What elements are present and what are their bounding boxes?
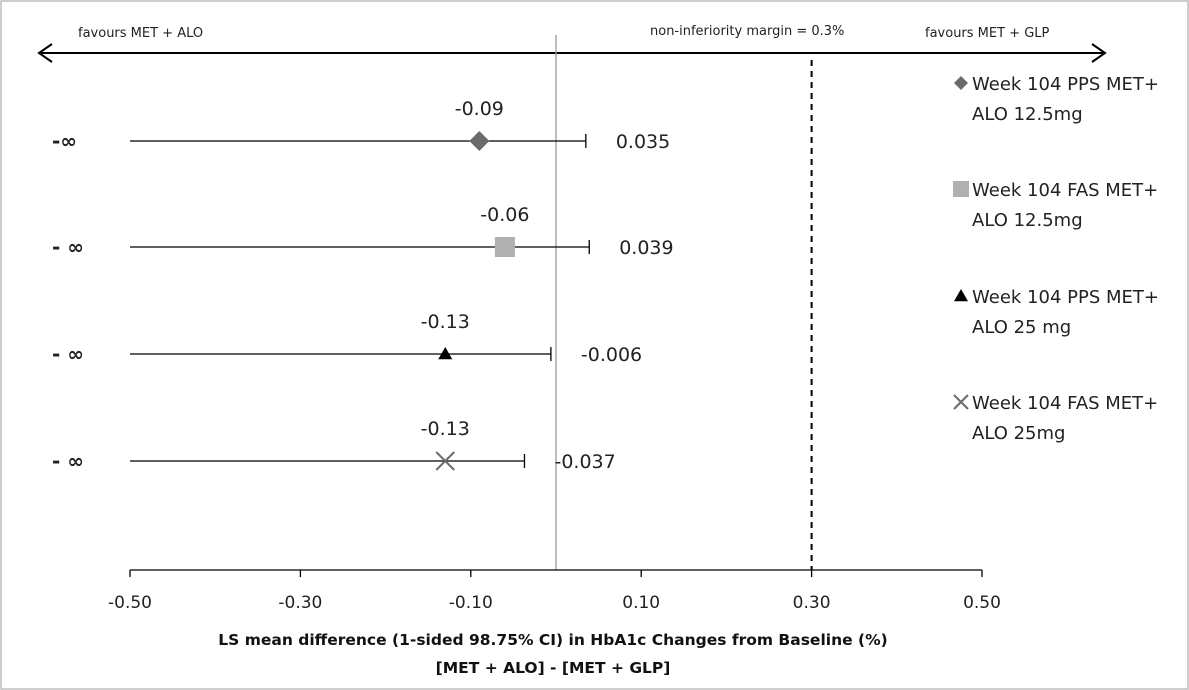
estimate-label: -0.09 xyxy=(455,98,504,120)
arrow-right-head xyxy=(1091,43,1107,63)
margin-label: non-inferiority margin = 0.3% xyxy=(650,24,844,39)
x-tick-label: 0.50 xyxy=(963,593,1001,613)
legend-entry-line2: ALO 25mg xyxy=(972,423,1065,444)
estimate-label: -0.06 xyxy=(480,204,529,226)
legend-entry-line1: Week 104 PPS MET+ xyxy=(972,287,1159,308)
point-estimate-x xyxy=(435,451,455,471)
upper-bound-label: 0.035 xyxy=(616,131,670,153)
legend-entry-line1: Week 104 PPS MET+ xyxy=(972,74,1159,95)
estimate-label: -0.13 xyxy=(421,418,470,440)
upper-bound-label: 0.039 xyxy=(619,237,673,259)
legend-entry-line1: Week 104 FAS MET+ xyxy=(972,180,1158,201)
legend-marker-square xyxy=(953,181,969,197)
estimate-label: -0.13 xyxy=(421,311,470,333)
lower-bound-infinity-label: -∞ xyxy=(52,129,77,153)
lower-bound-infinity-label: - ∞ xyxy=(52,342,84,366)
upper-bound-label: -0.006 xyxy=(581,344,642,366)
point-estimate-square xyxy=(494,237,515,257)
legend-entry-line2: ALO 12.5mg xyxy=(972,104,1083,125)
legend-entry-line2: ALO 12.5mg xyxy=(972,210,1083,231)
arrow-left-head xyxy=(37,43,53,63)
point-estimate-triangle xyxy=(438,347,453,360)
legend-marker-x xyxy=(953,394,969,410)
x-tick-label: 0.10 xyxy=(622,593,660,613)
legend-entry-line2: ALO 25 mg xyxy=(972,317,1071,338)
x-tick-label: 0.30 xyxy=(793,593,831,613)
legend-marker-triangle xyxy=(954,289,968,302)
x-tick-label: -0.50 xyxy=(108,593,152,613)
direction-left-label: favours MET + ALO xyxy=(78,26,203,41)
lower-bound-infinity-label: - ∞ xyxy=(52,449,84,473)
x-tick-label: -0.10 xyxy=(449,593,493,613)
x-tick-label: -0.30 xyxy=(278,593,322,613)
lower-bound-infinity-label: - ∞ xyxy=(52,235,84,259)
upper-bound-label: -0.037 xyxy=(554,451,615,473)
x-axis-label-line2: [MET + ALO] - [MET + GLP] xyxy=(436,659,671,677)
legend-marker-diamond xyxy=(954,76,968,90)
point-estimate-diamond xyxy=(469,131,490,151)
x-axis-label-line1: LS mean difference (1-sided 98.75% CI) i… xyxy=(218,631,887,649)
direction-right-label: favours MET + GLP xyxy=(925,26,1050,41)
legend-entry-line1: Week 104 FAS MET+ xyxy=(972,393,1158,414)
